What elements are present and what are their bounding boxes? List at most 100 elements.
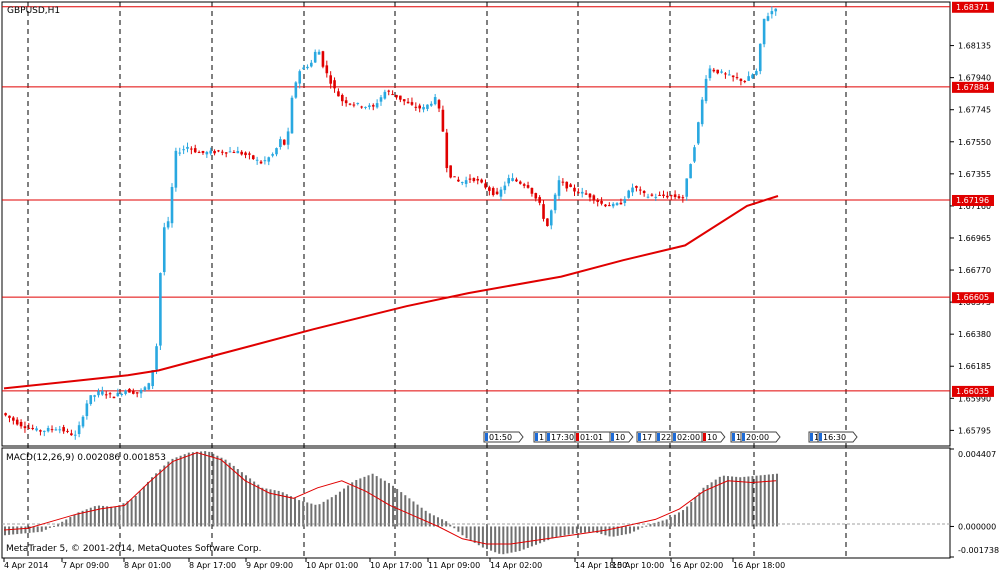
candle-body bbox=[321, 51, 325, 67]
time-tick-label: 14 Apr 18:00 bbox=[575, 561, 627, 570]
macd-bar bbox=[351, 482, 354, 527]
macd-bar bbox=[473, 526, 476, 543]
period-separators bbox=[27, 2, 847, 558]
candle-body bbox=[402, 99, 406, 102]
price-tick-label: 1.67940 bbox=[958, 74, 991, 83]
candle-body bbox=[546, 218, 549, 227]
macd-bar bbox=[706, 485, 709, 527]
macd-bar bbox=[465, 526, 468, 539]
macd-bar bbox=[461, 526, 464, 536]
macd-bar bbox=[343, 488, 346, 527]
macd-bar bbox=[755, 475, 758, 527]
candle-body bbox=[519, 181, 522, 184]
macd-bar bbox=[102, 505, 105, 527]
macd-bar bbox=[555, 526, 558, 537]
candle-body bbox=[228, 151, 232, 153]
candle-body bbox=[62, 427, 65, 432]
time-marker-label: 1 bbox=[814, 433, 819, 442]
candle-body bbox=[375, 103, 379, 108]
macd-bar bbox=[404, 495, 407, 527]
level-price-tag bbox=[952, 292, 994, 304]
candle-body bbox=[747, 76, 750, 81]
candle-body bbox=[600, 200, 603, 204]
macd-bar bbox=[539, 526, 542, 544]
macd-bar bbox=[408, 498, 411, 527]
macd-bar bbox=[40, 526, 43, 532]
macd-bar bbox=[285, 494, 288, 527]
candle-body bbox=[650, 194, 654, 196]
time-marker[interactable]: 16:30 bbox=[817, 431, 858, 443]
time-marker[interactable]: 10 bbox=[609, 431, 634, 443]
candle-body bbox=[232, 152, 236, 154]
time-marker[interactable]: 01:01 bbox=[574, 431, 615, 443]
candle-body bbox=[364, 106, 367, 108]
price-chart-panel[interactable] bbox=[1, 1, 951, 447]
macd-bar bbox=[726, 476, 729, 527]
macd-bar bbox=[142, 486, 145, 527]
macd-bar bbox=[24, 526, 27, 534]
time-marker[interactable]: 17 bbox=[636, 431, 661, 443]
macd-bar bbox=[432, 515, 435, 527]
candle-body bbox=[294, 82, 298, 98]
candle-body bbox=[430, 103, 433, 106]
horizontal-levels bbox=[2, 6, 950, 392]
candle-body bbox=[302, 67, 305, 70]
macd-bar bbox=[334, 494, 337, 527]
candle-body bbox=[468, 178, 472, 180]
candle-body bbox=[615, 203, 619, 206]
candle-body bbox=[170, 186, 174, 224]
macd-bar bbox=[306, 502, 309, 527]
macd-bar bbox=[57, 523, 60, 527]
level-price-label: 1.66605 bbox=[956, 293, 989, 302]
macd-bar bbox=[665, 519, 668, 527]
macd-bar bbox=[155, 473, 158, 527]
time-marker-label: 01:01 bbox=[580, 433, 603, 442]
macd-bar bbox=[694, 497, 697, 527]
candle-body bbox=[143, 387, 147, 391]
macd-bar bbox=[490, 526, 493, 551]
macd-bar bbox=[289, 496, 292, 527]
candle-body bbox=[58, 429, 62, 431]
candle-body bbox=[112, 396, 116, 399]
macd-bar bbox=[204, 451, 207, 527]
candle-body bbox=[673, 194, 677, 198]
candle-body bbox=[774, 8, 778, 12]
macd-bar bbox=[669, 517, 672, 527]
time-marker[interactable]: 20:00 bbox=[740, 431, 781, 443]
time-marker-label: 1 bbox=[736, 433, 741, 442]
macd-bar bbox=[163, 465, 166, 527]
macd-bar bbox=[187, 452, 190, 527]
candle-body bbox=[646, 196, 650, 198]
candle-body bbox=[81, 416, 85, 427]
macd-bar bbox=[469, 526, 472, 541]
candle-body bbox=[139, 389, 143, 394]
time-marker[interactable]: 01:50 bbox=[483, 431, 524, 443]
candle-body bbox=[279, 139, 282, 148]
macd-bar bbox=[637, 526, 640, 530]
price-tick-label: 1.67160 bbox=[958, 202, 991, 211]
candle-body bbox=[379, 97, 383, 102]
macd-bar bbox=[134, 495, 137, 527]
candle-body bbox=[89, 395, 93, 404]
macd-bar bbox=[567, 526, 570, 535]
moving-average-line bbox=[3, 195, 779, 390]
candle-body bbox=[286, 131, 290, 145]
macd-bar bbox=[739, 477, 742, 527]
candle-body bbox=[104, 394, 108, 396]
macd-bar bbox=[232, 465, 235, 527]
candle-body bbox=[174, 150, 178, 188]
time-marker[interactable]: 10 bbox=[701, 431, 726, 443]
macd-bar bbox=[514, 526, 517, 552]
candle-body bbox=[348, 103, 352, 105]
level-price-label: 1.67884 bbox=[956, 83, 989, 92]
macd-bar bbox=[281, 492, 284, 527]
candle-body bbox=[12, 417, 15, 421]
macd-bar bbox=[146, 481, 149, 527]
candle-body bbox=[569, 184, 572, 187]
candle-body bbox=[573, 187, 576, 192]
candle-body bbox=[484, 183, 487, 188]
candle-body bbox=[197, 152, 201, 154]
macd-bar bbox=[265, 488, 268, 527]
candle-body bbox=[712, 69, 716, 72]
candle-body bbox=[310, 62, 313, 67]
